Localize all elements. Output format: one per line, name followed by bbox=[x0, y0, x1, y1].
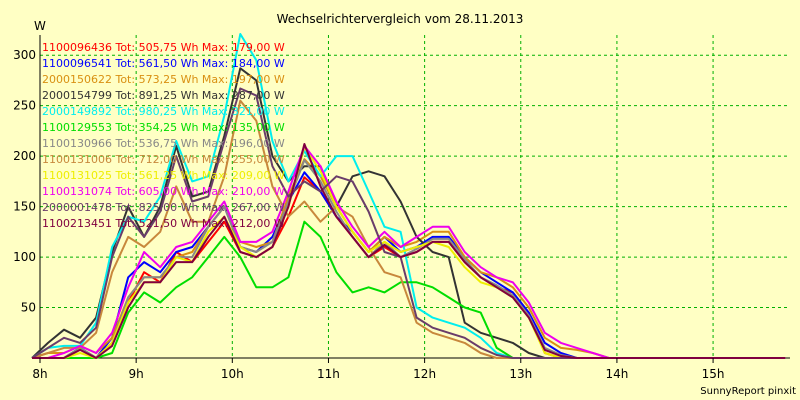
y-tick-label: 250 bbox=[13, 99, 36, 113]
legend-entry-3: 2000150622 Tot: 573,25 Wh Max: 197,00 W bbox=[42, 73, 285, 86]
x-tick-label: 13h bbox=[509, 367, 532, 381]
series-lines bbox=[31, 33, 786, 359]
x-tick-label: 11h bbox=[317, 367, 340, 381]
legend-entry-12: 1100213451 Tot: 521,50 Wh Max: 212,00 W bbox=[42, 217, 285, 230]
y-tick-label: 100 bbox=[13, 250, 36, 264]
x-tick-label: 12h bbox=[413, 367, 436, 381]
x-tick-label: 10h bbox=[221, 367, 244, 381]
grid-lines bbox=[39, 35, 790, 358]
legend-entry-4: 2000154799 Tot: 891,25 Wh Max: 287,00 W bbox=[42, 89, 285, 102]
y-tick-label: 50 bbox=[21, 301, 36, 315]
legend-entry-10: 1100131074 Tot: 605,00 Wh Max: 210,00 W bbox=[42, 185, 285, 198]
y-axis-unit-label: W bbox=[34, 19, 46, 33]
legend-entry-6: 1100129553 Tot: 354,25 Wh Max: 135,00 W bbox=[42, 121, 285, 134]
y-tick-label: 150 bbox=[13, 200, 36, 214]
axis-ticks: 50 100 150 200 250 300 8h 9h 10h 11h 12h 13h 14h 15h bbox=[13, 48, 724, 381]
legend: 1100096436 Tot: 505,75 Wh Max: 179,00 W 1… bbox=[42, 41, 285, 230]
legend-entry-8: 1100131006 Tot: 712,00 Wh Max: 255,00 W bbox=[42, 153, 285, 166]
legend-entry-11: 2000001478 Tot: 825,00 Wh Max: 267,00 W bbox=[42, 201, 285, 214]
x-tick-label: 9h bbox=[129, 367, 144, 381]
chart-title: Wechselrichtervergleich vom 28.11.2013 bbox=[277, 12, 524, 26]
x-tick-label: 14h bbox=[605, 367, 628, 381]
x-tick-label: 8h bbox=[32, 367, 47, 381]
x-tick-label: 15h bbox=[702, 367, 725, 381]
legend-entry-5: 2000149892 Tot: 980,25 Wh Max: 321,00 W bbox=[42, 105, 285, 118]
y-tick-label: 300 bbox=[13, 48, 36, 62]
y-tick-label: 200 bbox=[13, 149, 36, 163]
footer-credit: SunnyReport pinxit bbox=[700, 386, 796, 397]
legend-entry-1: 1100096436 Tot: 505,75 Wh Max: 179,00 W bbox=[42, 41, 285, 54]
legend-entry-9: 1100131025 Tot: 561,25 Wh Max: 209,00 W bbox=[42, 169, 285, 182]
legend-entry-2: 1100096541 Tot: 561,50 Wh Max: 184,00 W bbox=[42, 57, 285, 70]
series-line-12 bbox=[32, 143, 786, 359]
legend-entry-7: 1100130966 Tot: 536,75 Wh Max: 196,00 W bbox=[42, 137, 285, 150]
